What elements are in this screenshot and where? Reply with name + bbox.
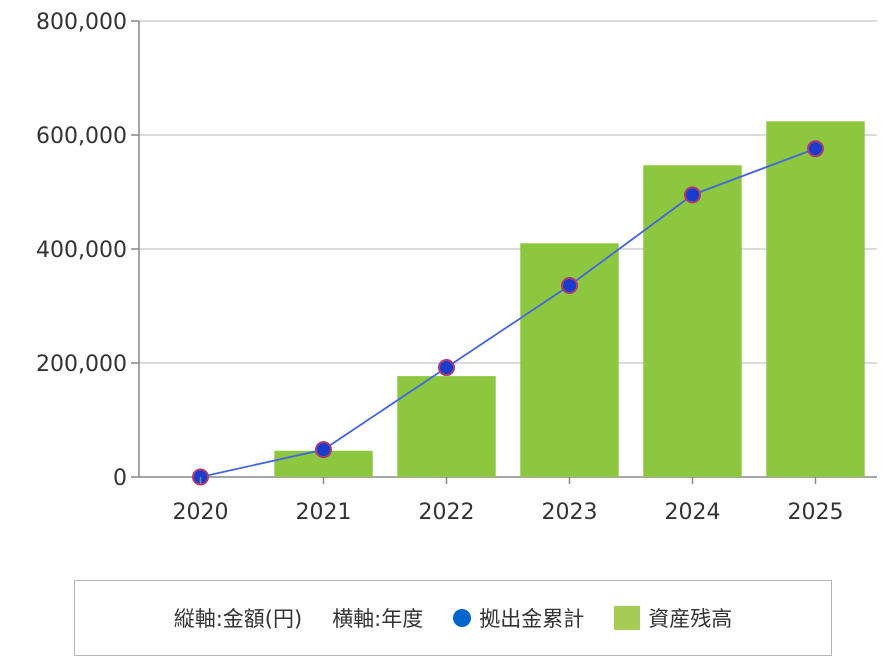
x-axis-ticks: 2020 2021 2022 2023 2024 2025 <box>173 477 844 525</box>
y-tick-label: 0 <box>113 466 127 491</box>
legend-bar-series-label: 資産残高 <box>648 607 733 631</box>
series-line <box>200 147 816 478</box>
x-tick-label: 2024 <box>665 500 721 525</box>
x-tick-label: 2020 <box>173 500 229 525</box>
y-axis-ticks: 0 200,000 400,000 600,000 800,000 <box>36 10 139 491</box>
legend-y-axis-note-text: 縦軸:金額(円) <box>173 607 303 631</box>
line-point <box>561 276 578 294</box>
x-tick-label: 2023 <box>542 500 598 525</box>
grid-lines <box>139 20 877 478</box>
legend-line-series: 拠出金累計 <box>453 603 584 633</box>
legend-bar-series: 資産残高 <box>614 603 732 633</box>
legend-line-marker-icon <box>453 609 472 627</box>
x-tick-label: 2025 <box>788 500 844 525</box>
x-tick-label: 2022 <box>419 500 475 525</box>
legend-bar-swatch-icon <box>614 606 641 630</box>
line-point <box>438 359 455 377</box>
y-tick-label: 800,000 <box>36 10 127 35</box>
y-tick-label: 200,000 <box>36 352 127 377</box>
bar <box>643 165 742 477</box>
y-tick-label: 400,000 <box>36 238 127 263</box>
legend: 縦軸:金額(円) 横軸:年度 拠出金累計 資産残高 <box>74 580 832 656</box>
legend-y-axis-note: 縦軸:金額(円) <box>174 603 302 633</box>
line-point <box>807 140 824 158</box>
line-point <box>315 441 332 459</box>
bar-series <box>274 121 865 477</box>
line-point <box>684 186 701 204</box>
bar <box>397 376 496 477</box>
legend-x-axis-note-text: 横軸:年度 <box>332 607 424 631</box>
x-tick-label: 2021 <box>296 500 352 525</box>
legend-line-series-label: 拠出金累計 <box>479 607 585 631</box>
bar <box>766 121 865 477</box>
legend-x-axis-note: 横軸:年度 <box>332 603 423 633</box>
y-tick-label: 600,000 <box>36 124 127 149</box>
line-series <box>192 140 824 486</box>
